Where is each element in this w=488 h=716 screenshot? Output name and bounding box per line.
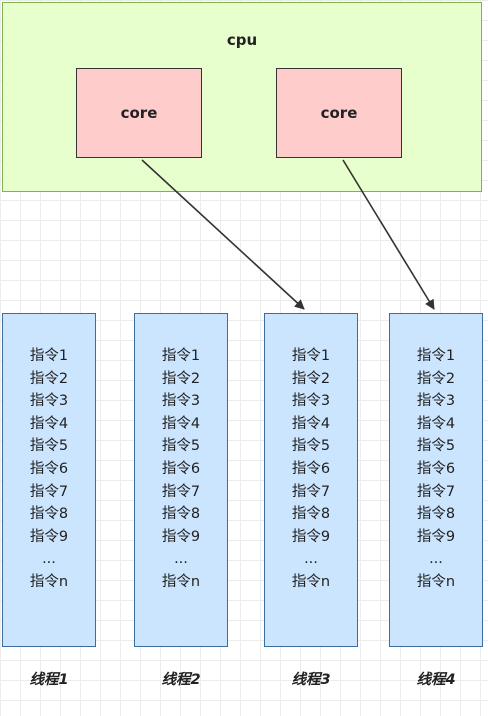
- instruction-item: 指令8: [416, 506, 456, 523]
- thread-label-4: 线程4: [416, 672, 456, 688]
- thread-label-2: 线程2: [161, 672, 201, 688]
- instruction-item: 指令9: [161, 528, 201, 545]
- instruction-item: 指令2: [161, 370, 201, 387]
- instruction-item: 指令n: [291, 573, 331, 590]
- instruction-item: 指令4: [416, 415, 456, 432]
- instruction-item: 指令4: [291, 415, 331, 432]
- instruction-item: 指令2: [291, 370, 331, 387]
- instruction-item: 指令7: [291, 483, 331, 500]
- instruction-item: 指令3: [161, 393, 201, 410]
- instruction-item: 指令6: [416, 460, 456, 477]
- instruction-item: 指令2: [416, 370, 456, 387]
- instruction-item: 指令5: [161, 438, 201, 455]
- instruction-item: 指令n: [29, 573, 69, 590]
- instruction-item: 指令1: [29, 348, 69, 364]
- thread-label-3: 线程3: [291, 672, 331, 688]
- core-label-2: core: [320, 104, 358, 122]
- instruction-item: 指令6: [29, 460, 69, 477]
- thread-box-1: 指令1 指令2 指令3 指令4 指令5 指令6 指令7 指令8 指令9... 指令n: [2, 313, 96, 647]
- instruction-item: 指令4: [161, 415, 201, 432]
- instruction-item: 指令9: [29, 528, 69, 545]
- cpu-box: cpu: [2, 2, 482, 192]
- instruction-item: 指令n: [416, 573, 456, 590]
- instruction-item: 指令3: [416, 393, 456, 410]
- instruction-item: ...: [429, 551, 443, 568]
- instruction-item: 指令3: [29, 393, 69, 410]
- instruction-item: 指令1: [291, 348, 331, 364]
- instruction-item: 指令7: [161, 483, 201, 500]
- instruction-item: 指令7: [416, 483, 456, 500]
- instruction-item: 指令5: [29, 438, 69, 455]
- thread-box-4: 指令1 指令2 指令3 指令4 指令5 指令6 指令7 指令8 指令9... 指令n: [389, 313, 483, 647]
- core-box-1: core: [76, 68, 202, 158]
- instruction-item: 指令4: [29, 415, 69, 432]
- instruction-item: 指令8: [29, 506, 69, 523]
- instruction-item: 指令1: [161, 348, 201, 364]
- instruction-item: 指令n: [161, 573, 201, 590]
- instruction-item: 指令6: [291, 460, 331, 477]
- cpu-label: cpu: [226, 31, 258, 49]
- instruction-item: 指令2: [29, 370, 69, 387]
- instruction-item: 指令5: [416, 438, 456, 455]
- instruction-item: 指令3: [291, 393, 331, 410]
- instruction-item: 指令7: [29, 483, 69, 500]
- thread-label-1: 线程1: [29, 672, 69, 688]
- instruction-item: ...: [174, 551, 188, 568]
- instruction-item: 指令6: [161, 460, 201, 477]
- core-box-2: core: [276, 68, 402, 158]
- thread-box-3: 指令1 指令2 指令3 指令4 指令5 指令6 指令7 指令8 指令9... 指令n: [264, 313, 358, 647]
- instruction-item: 指令1: [416, 348, 456, 364]
- instruction-item: 指令8: [291, 506, 331, 523]
- instruction-item: 指令9: [291, 528, 331, 545]
- core-label-1: core: [120, 104, 158, 122]
- instruction-item: 指令9: [416, 528, 456, 545]
- instruction-item: ...: [304, 551, 318, 568]
- thread-box-2: 指令1 指令2 指令3 指令4 指令5 指令6 指令7 指令8 指令9... 指令n: [134, 313, 228, 647]
- instruction-item: 指令5: [291, 438, 331, 455]
- instruction-item: ...: [42, 551, 56, 568]
- instruction-item: 指令8: [161, 506, 201, 523]
